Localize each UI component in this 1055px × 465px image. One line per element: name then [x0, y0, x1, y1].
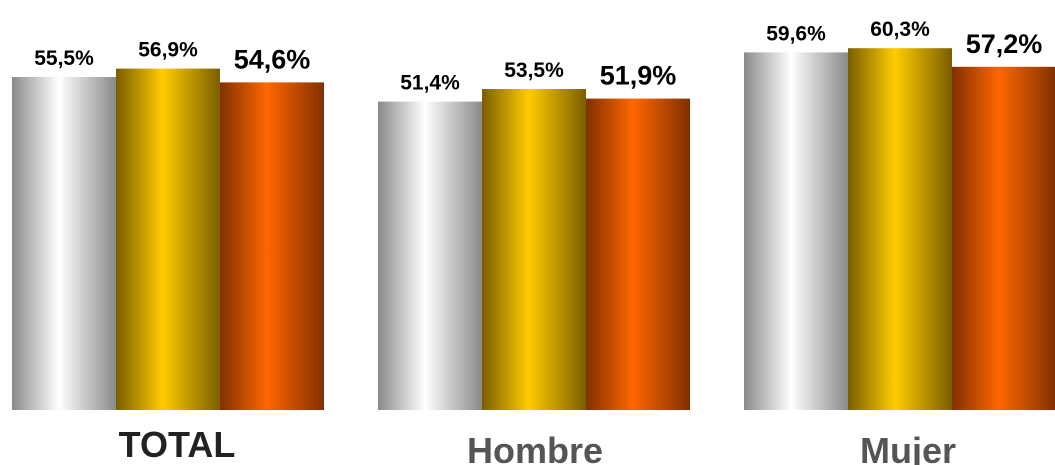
bar-total-series-2	[116, 68, 220, 410]
category-label-hombre: Hombre	[467, 430, 603, 465]
data-label-mujer-series-2: 60,3%	[870, 18, 930, 41]
bar-total-series-1	[12, 77, 116, 410]
bar-hombre-series-3	[586, 98, 690, 410]
bar-mujer-series-3	[952, 66, 1055, 411]
value-labels-group: 55,5% 56,9% 54,6% 51,4% 53,5% 51,9% 59,6% 60,3%…	[34, 18, 1042, 94]
bar-total-series-3	[220, 82, 324, 411]
bar-hombre-series-2	[482, 89, 586, 410]
data-label-mujer-series-3: 57,2%	[966, 29, 1043, 59]
bar-mujer-series-1	[744, 52, 848, 411]
bar-hombre-series-1	[378, 101, 482, 410]
category-label-mujer: Mujer	[860, 430, 956, 465]
data-label-hombre-series-2: 53,5%	[504, 59, 564, 82]
data-label-hombre-series-1: 51,4%	[400, 72, 460, 95]
data-label-total-series-1: 55,5%	[34, 47, 94, 70]
data-label-total-series-2: 56,9%	[138, 39, 198, 62]
category-label-total: TOTAL	[119, 424, 236, 465]
data-label-mujer-series-1: 59,6%	[766, 22, 826, 45]
bars-group	[12, 48, 1055, 411]
data-label-hombre-series-3: 51,9%	[600, 61, 677, 91]
bar-mujer-series-2	[848, 48, 952, 410]
data-label-total-series-3: 54,6%	[234, 44, 311, 74]
category-labels-group: TOTAL Hombre Mujer	[119, 424, 956, 465]
